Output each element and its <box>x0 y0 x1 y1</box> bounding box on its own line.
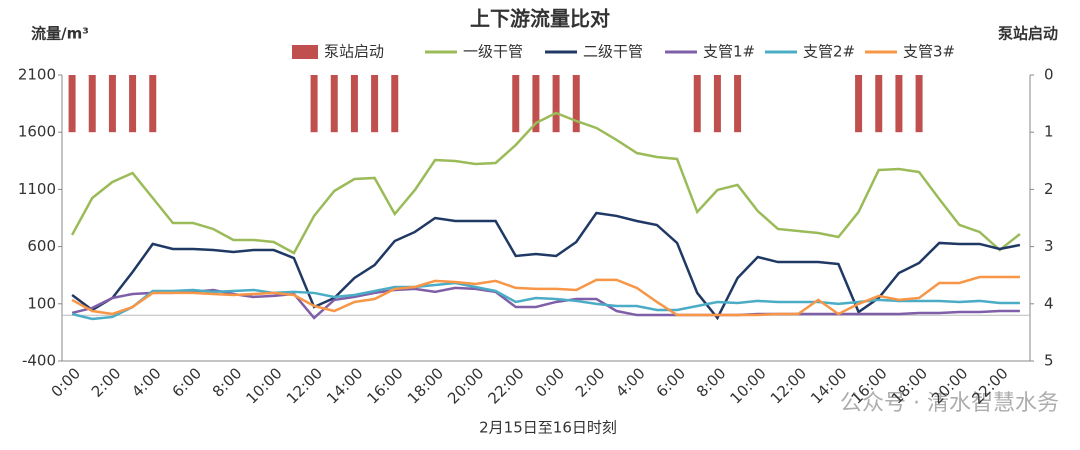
y2-tick-label: 4 <box>1044 294 1054 312</box>
x-tick-label: 4:00 <box>128 364 165 401</box>
y2-tick-label: 5 <box>1044 352 1054 370</box>
x-tick-label: 10:00 <box>726 364 769 407</box>
pump-bar <box>734 75 742 133</box>
pump-bar <box>310 75 318 133</box>
y2-tick-label: 1 <box>1044 123 1054 141</box>
y-tick-label: 1100 <box>18 180 56 198</box>
pump-bar <box>88 75 96 133</box>
x-tick-label: 2:00 <box>572 364 609 401</box>
x-tick-label: 20:00 <box>444 364 487 407</box>
x-tick-label: 6:00 <box>169 364 206 401</box>
x-tick-label: 2:00 <box>88 364 125 401</box>
pump-bar <box>572 75 580 133</box>
legend-label: 一级干管 <box>463 43 523 61</box>
pump-bar <box>512 75 520 133</box>
pump-bar <box>915 75 923 133</box>
pump-bar <box>330 75 338 133</box>
pump-bar <box>552 75 560 133</box>
y2-tick-label: 2 <box>1044 180 1054 198</box>
x-tick-label: 0:00 <box>532 364 569 401</box>
x-tick-label: 6:00 <box>653 364 690 401</box>
watermark: 公众号 · 清水智慧水务 <box>840 391 1059 416</box>
pump-bar <box>129 75 137 133</box>
x-tick-label: 8:00 <box>693 364 730 401</box>
x-tick-label: 16:00 <box>363 364 406 407</box>
x-tick-label: 12:00 <box>767 364 810 407</box>
pump-bar <box>149 75 157 133</box>
pump-bar <box>693 75 701 133</box>
pump-bar <box>391 75 399 133</box>
x-tick-label: 4:00 <box>612 364 649 401</box>
y-tick-label: -400 <box>22 352 56 370</box>
legend-swatch <box>292 45 318 59</box>
line-series <box>71 286 1020 320</box>
pump-bar <box>713 75 721 133</box>
legend-label: 支管3# <box>903 43 955 61</box>
x-tick-label: 18:00 <box>404 364 447 407</box>
y2-tick-label: 3 <box>1044 237 1054 255</box>
pump-bar <box>371 75 379 133</box>
x-tick-label: 10:00 <box>242 364 285 407</box>
x-tick-label: 12:00 <box>283 364 326 407</box>
y2-tick-label: 0 <box>1044 66 1054 84</box>
pump-bar <box>532 75 540 133</box>
pump-bar <box>68 75 76 133</box>
pump-bar <box>895 75 903 133</box>
pump-bar <box>875 75 883 133</box>
legend-label: 支管2# <box>803 43 855 61</box>
x-tick-label: 0:00 <box>48 364 85 401</box>
line-series <box>70 111 1021 255</box>
y-axis-label: 流量/m³ <box>31 25 89 43</box>
line-series <box>71 211 1021 321</box>
x-tick-label: 22:00 <box>484 364 527 407</box>
x-axis-label: 2月15日至16日时刻 <box>479 419 617 437</box>
x-tick-label: 14:00 <box>323 364 366 407</box>
legend-label: 二级干管 <box>583 43 643 61</box>
chart-title: 上下游流量比对 <box>470 7 610 31</box>
x-tick-label: 8:00 <box>209 364 246 401</box>
y-tick-label: 600 <box>27 237 56 255</box>
pump-bar <box>855 75 863 133</box>
pump-bar <box>350 75 358 133</box>
y-tick-label: 1600 <box>18 123 56 141</box>
legend-label: 泵站启动 <box>324 43 384 61</box>
pump-bar <box>108 75 116 133</box>
y-tick-label: 100 <box>27 294 56 312</box>
y-tick-label: 2100 <box>18 66 56 84</box>
line-series <box>71 275 1020 317</box>
legend-label: 支管1# <box>703 43 755 61</box>
y2-axis-label: 泵站启动 <box>998 25 1058 43</box>
